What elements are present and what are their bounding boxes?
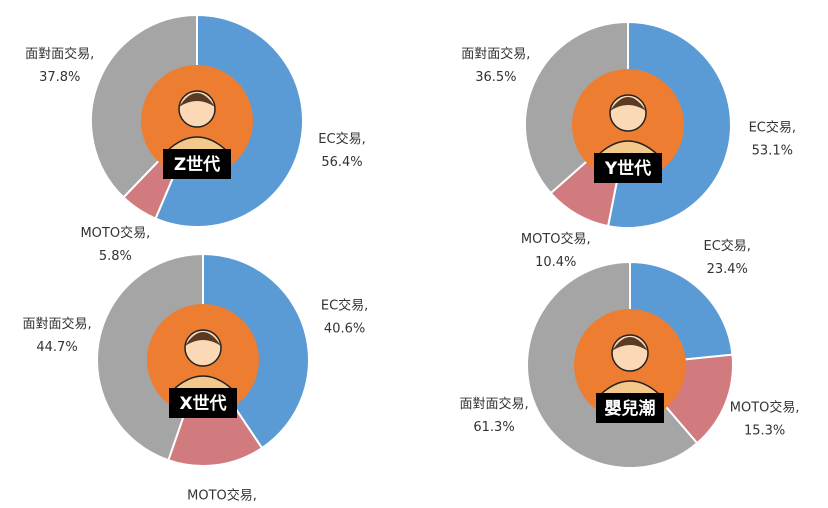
title-box: [594, 153, 662, 183]
chart-title: Y世代: [604, 158, 651, 179]
slice-category: 面對面交易,: [459, 396, 528, 412]
chart-title: Z世代: [174, 154, 220, 175]
slice-value: 61.3%: [473, 420, 514, 435]
slice-value: 10.4%: [535, 255, 576, 270]
slice-category: 面對面交易,: [22, 316, 91, 332]
title-box: [596, 393, 664, 423]
chart-title: 嬰兒潮: [605, 398, 656, 419]
slice-value: 44.7%: [36, 340, 77, 355]
slice-value: 37.8%: [39, 70, 80, 85]
slice-category: MOTO交易,: [80, 225, 150, 241]
person-hair: [185, 332, 221, 346]
slice-value: 53.1%: [752, 144, 793, 159]
donut-chart: EC交易,40.6%MOTO交易,14.7%面對面交易,44.7%X世代: [22, 252, 368, 503]
donut-chart: EC交易, 56.4% MOTO交易, 5.8% 面對面交易, 37.8% Z世代: [25, 13, 366, 264]
person-hair: [612, 337, 648, 351]
chart-title: X世代: [179, 393, 226, 414]
slice-value: 56.4%: [321, 155, 362, 170]
slice-value: 36.5%: [475, 70, 516, 85]
slice-category: EC交易,: [318, 131, 365, 147]
title-box: [169, 388, 237, 418]
slice-category: EC交易,: [704, 238, 751, 254]
slice-category: MOTO交易,: [521, 231, 591, 247]
person-hair: [179, 93, 215, 107]
donut-chart: EC交易, 23.4% MOTO交易, 15.3% 面對面交易, 61.3% 嬰兒潮: [459, 238, 800, 469]
slice-category: MOTO交易,: [730, 399, 800, 415]
slice-category: MOTO交易,: [187, 487, 257, 503]
donut-chart: EC交易, 53.1% MOTO交易, 10.4% 面對面交易, 36.5% Y世代: [461, 20, 796, 270]
person-hair: [610, 97, 646, 111]
slice-value: 40.6%: [324, 321, 365, 336]
slice-value: 15.3%: [744, 423, 785, 438]
slice-category: 面對面交易,: [25, 46, 94, 62]
slice-category: EC交易,: [321, 297, 368, 313]
slice-value: 5.8%: [99, 249, 132, 264]
slice-value: 23.4%: [707, 262, 748, 277]
slice-category: EC交易,: [749, 120, 796, 136]
title-box: [163, 149, 231, 179]
slice-category: 面對面交易,: [461, 46, 530, 62]
